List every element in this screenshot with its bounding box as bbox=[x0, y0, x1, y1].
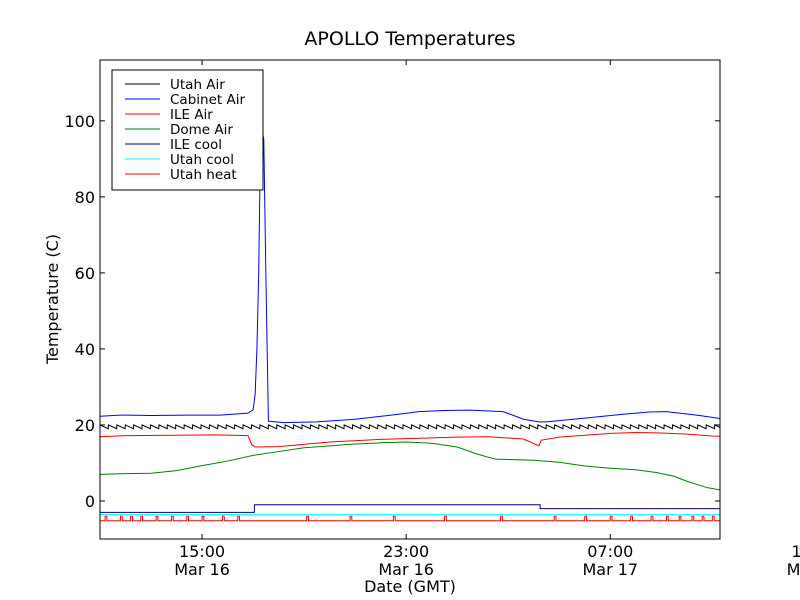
x-axis-label: Date (GMT) bbox=[364, 577, 456, 596]
legend-label-dome-air: Dome Air bbox=[170, 122, 233, 138]
series-line-utah-air bbox=[100, 424, 720, 430]
x-tick-label-time: 15:00 bbox=[179, 542, 225, 561]
series-line-cabinet-air bbox=[100, 120, 720, 424]
legend-label-utah-air: Utah Air bbox=[170, 77, 225, 93]
x-tick-label-time: 07:00 bbox=[587, 542, 633, 561]
y-axis: 0 20 40 60 80 100 bbox=[64, 112, 720, 511]
x-tick-label-date: Mar 16 bbox=[174, 560, 230, 579]
y-tick-label: 60 bbox=[75, 264, 95, 283]
series-line-ile-cool bbox=[100, 504, 720, 513]
y-tick-label: 80 bbox=[75, 188, 95, 207]
y-tick-label: 0 bbox=[85, 492, 95, 511]
series-line-dome-air bbox=[100, 441, 720, 491]
legend-label-cabinet-air: Cabinet Air bbox=[170, 92, 245, 108]
series-line-utah-heat bbox=[100, 515, 720, 522]
legend-label-ile-cool: ILE cool bbox=[170, 137, 222, 153]
y-tick-label: 40 bbox=[75, 340, 95, 359]
x-tick-label-time: 23:00 bbox=[383, 542, 429, 561]
series-line-ile-air bbox=[100, 432, 720, 448]
chart-title: APOLLO Temperatures bbox=[304, 28, 515, 50]
legend-box bbox=[111, 69, 264, 191]
legend-label-utah-cool: Utah cool bbox=[170, 152, 234, 168]
legend-label-ile-air: ILE Air bbox=[170, 107, 213, 123]
x-tick-label-date: Mar 16 bbox=[378, 560, 434, 579]
y-tick-label: 100 bbox=[64, 112, 95, 131]
legend-label-utah-heat: Utah heat bbox=[170, 167, 237, 183]
y-axis-label: Temperature (C) bbox=[43, 234, 62, 365]
x-tick-label-date: Mar 17 bbox=[582, 560, 638, 579]
plot-frame bbox=[99, 59, 721, 540]
y-tick-label: 20 bbox=[75, 416, 95, 435]
x-tick-label-time: 15:00 bbox=[791, 542, 800, 561]
x-tick-label-date: Mar 17 bbox=[787, 560, 800, 579]
series-layer bbox=[100, 120, 720, 522]
